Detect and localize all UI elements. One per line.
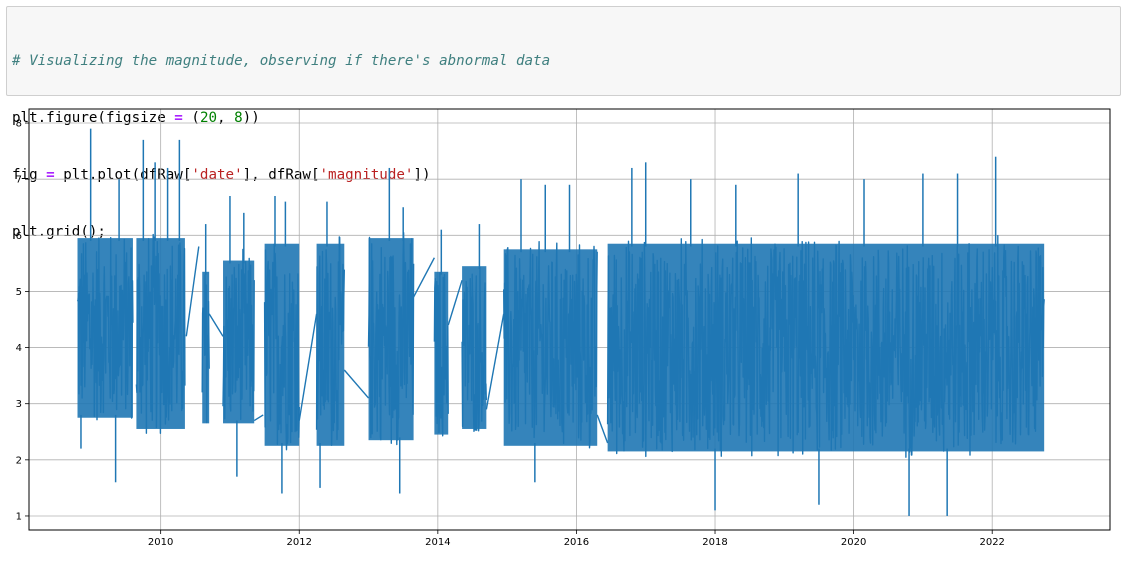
series-dense-band: [434, 271, 449, 435]
code-token: (: [182, 110, 200, 126]
series-gap-connector: [596, 414, 609, 444]
series-gap-connector: [447, 280, 463, 326]
code-token: plt.grid();: [12, 224, 106, 240]
x-tick-label: 2010: [148, 537, 173, 548]
series-dense-band: [462, 266, 487, 429]
code-token: ,: [217, 110, 235, 126]
series-dense-band: [202, 271, 210, 424]
series-gap-connector: [185, 246, 200, 337]
x-tick-label: 2018: [702, 537, 727, 548]
x-tick-label: 2022: [979, 537, 1004, 548]
x-tick-label: 2020: [841, 537, 866, 548]
code-token: 8: [234, 110, 243, 126]
x-tick-label: 2014: [425, 537, 450, 548]
series-dense-band: [77, 238, 133, 418]
cell-output-area: 2010 2012 2014 2016 2018 2020 2022 1 2 3 4 5 6 7 8: [0, 100, 1127, 571]
code-token: =: [46, 167, 55, 183]
code-token: =: [174, 110, 183, 126]
y-tick-label: 7: [16, 175, 22, 186]
series-dense-band: [607, 243, 1045, 452]
series-dense-band: [264, 243, 300, 446]
y-tick-label: 6: [16, 231, 22, 242]
code-token: # Visualizing the magnitude, observing i…: [12, 53, 551, 69]
plot-frame: [28, 108, 1111, 531]
code-line-4: plt.grid();: [12, 223, 1120, 242]
y-tick-label: 5: [16, 287, 22, 298]
y-tick-label: 1: [16, 511, 22, 522]
series-dense-band: [316, 243, 345, 446]
series-gap-connector: [253, 414, 264, 422]
series-gap-connector: [208, 313, 224, 337]
series-dense-band: [136, 238, 185, 429]
y-tick-label: 4: [16, 343, 22, 354]
code-token: plt.figure(figsize: [12, 110, 175, 126]
code-line-1: # Visualizing the magnitude, observing i…: [12, 52, 1120, 71]
y-tick-label: 8: [16, 119, 22, 130]
series-dense-band: [368, 238, 414, 441]
series-dense-band: [503, 249, 598, 446]
series-gap-connector: [412, 257, 435, 298]
y-tick-label: 2: [16, 455, 22, 466]
y-tick-label: 3: [16, 399, 22, 410]
x-tick-label: 2016: [564, 537, 589, 548]
code-token: )): [242, 110, 260, 126]
x-tick-label: 2012: [287, 537, 312, 548]
code-line-2: plt.figure(figsize = (20, 8)): [12, 109, 1120, 128]
series-gap-connector: [485, 313, 505, 410]
code-token: 20: [199, 110, 218, 126]
code-cell-input[interactable]: # Visualizing the magnitude, observing i…: [6, 6, 1121, 240]
magnitude-line-chart: 2010 2012 2014 2016 2018 2020 2022 1 2 3 4 5 6 7 8: [16, 108, 1111, 548]
series-gap-connector: [298, 313, 318, 421]
series-dense-band: [223, 260, 255, 424]
series-gap-connector: [343, 369, 370, 399]
